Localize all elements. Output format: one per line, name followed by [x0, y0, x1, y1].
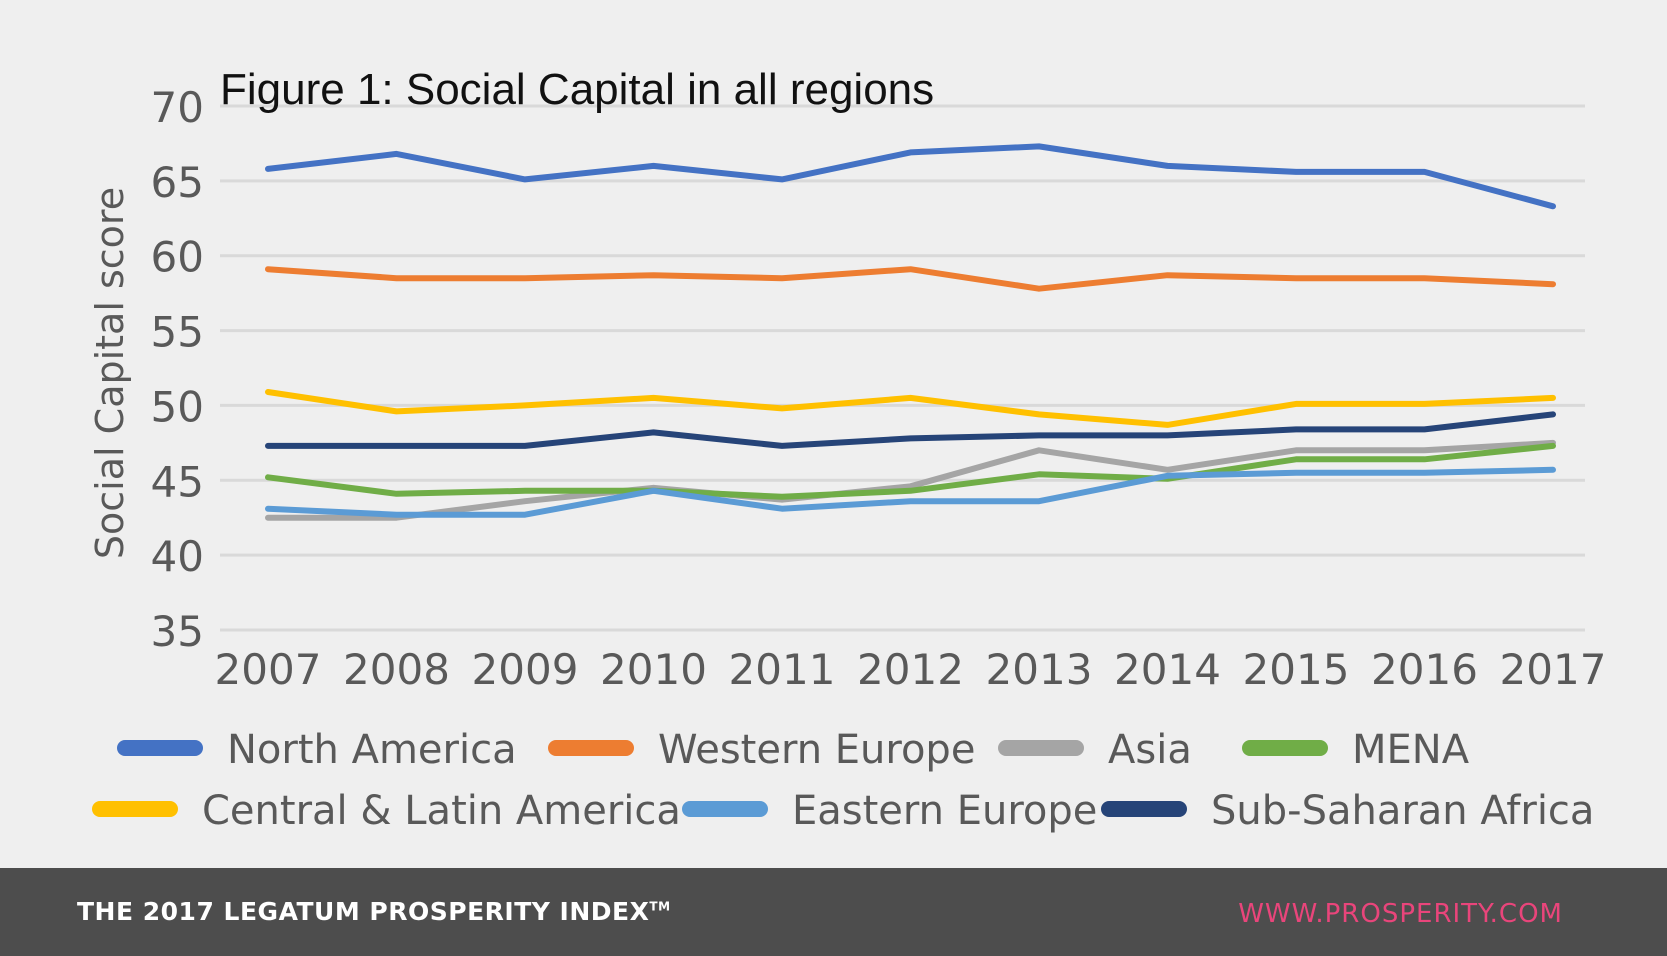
x-tick-label: 2014: [1114, 645, 1221, 694]
x-tick-label: 2013: [986, 645, 1093, 694]
x-tick-label: 2008: [343, 645, 450, 694]
x-tick-label: 2010: [600, 645, 707, 694]
trademark-mark: TM: [649, 899, 671, 914]
legend-item[interactable]: Sub-Saharan Africa: [1101, 788, 1594, 834]
legend-label: Sub-Saharan Africa: [1211, 788, 1594, 834]
y-tick-label: 35: [151, 607, 204, 656]
chart-title: Figure 1: Social Capital in all regions: [220, 65, 934, 114]
x-tick-label: 2016: [1371, 645, 1478, 694]
y-tick-label: 70: [151, 83, 204, 132]
legend-label: Central & Latin America: [202, 788, 681, 834]
y-tick-label: 45: [151, 457, 204, 506]
series-line-western-europe: [265, 266, 1556, 292]
y-axis-ticks: 35 40 45 50 55 60 65 70: [151, 83, 204, 656]
x-tick-label: 2017: [1500, 645, 1607, 694]
y-tick-label: 65: [151, 158, 204, 207]
series-line-asia: [265, 439, 1556, 521]
gridlines: [220, 104, 1585, 632]
y-tick-label: 50: [151, 382, 204, 431]
footer-brand-text: THE 2017 LEGATUM PROSPERITY INDEX: [77, 897, 650, 926]
series-line-central-latin-america: [265, 389, 1556, 428]
line-chart: 35 40 45 50 55 60 65 70 2007 2008 2009 2010 2011 201…: [88, 65, 1607, 834]
series-lines: [265, 143, 1556, 521]
legend-label: MENA: [1352, 727, 1470, 773]
series-line-eastern-europe: [265, 466, 1556, 518]
x-tick-label: 2011: [729, 645, 836, 694]
footer-website-link[interactable]: WWW.PROSPERITY.COM: [1238, 899, 1563, 929]
legend-item[interactable]: Eastern Europe: [682, 788, 1097, 834]
x-tick-label: 2012: [857, 645, 964, 694]
legend-label: Asia: [1108, 727, 1192, 773]
legend-label: North America: [227, 727, 517, 773]
x-tick-label: 2015: [1243, 645, 1350, 694]
x-tick-label: 2007: [215, 645, 322, 694]
series-line-mena: [265, 442, 1556, 500]
y-tick-label: 60: [151, 233, 204, 282]
legend-label: Eastern Europe: [792, 788, 1097, 834]
legend-item[interactable]: Central & Latin America: [92, 788, 681, 834]
chart-area: 35 40 45 50 55 60 65 70 2007 2008 2009 2010 2011 201…: [88, 65, 1607, 834]
x-tick-label: 2009: [472, 645, 579, 694]
y-axis-label: Social Capital score: [88, 187, 132, 559]
legend-item[interactable]: MENA: [1242, 727, 1470, 773]
y-tick-label: 55: [151, 308, 204, 357]
x-axis-ticks: 2007 2008 2009 2010 2011 2012 2013 2014 2015 2016…: [215, 645, 1607, 694]
y-tick-label: 40: [151, 532, 204, 581]
footer-bar: THE 2017 LEGATUM PROSPERITY INDEXTM WWW.…: [0, 868, 1667, 956]
legend-item[interactable]: North America: [117, 727, 517, 773]
legend-item[interactable]: Western Europe: [548, 727, 975, 773]
footer-brand: THE 2017 LEGATUM PROSPERITY INDEXTM: [77, 897, 671, 926]
legend-label: Western Europe: [658, 727, 975, 773]
legend: North America Western Europe Asia MENA Centr…: [92, 727, 1594, 834]
legend-item[interactable]: Asia: [998, 727, 1192, 773]
series-line-north-america: [265, 143, 1556, 210]
series-line-sub-saharan-africa: [265, 411, 1556, 449]
